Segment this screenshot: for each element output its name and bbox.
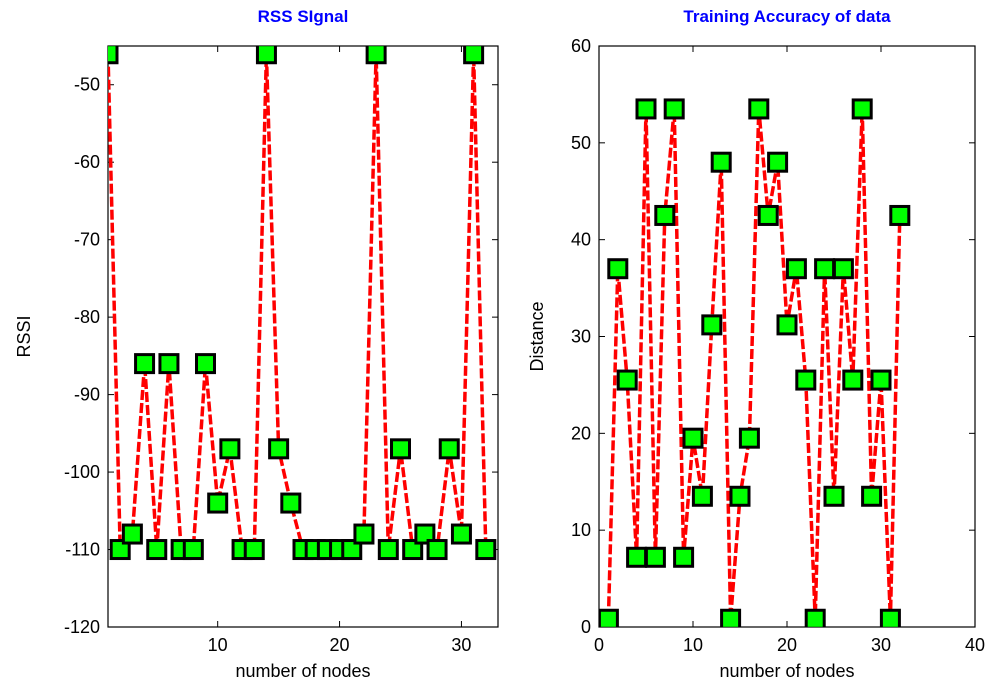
- y-axis-label: RSSI: [14, 315, 34, 357]
- data-point: [767, 151, 789, 173]
- chart-title: Training Accuracy of data: [683, 7, 891, 26]
- y-tick-label: -80: [74, 307, 100, 327]
- data-point: [243, 539, 265, 561]
- data-point: [616, 369, 638, 391]
- y-tick-label: 0: [581, 617, 591, 637]
- plot-area: [599, 98, 911, 627]
- data-point: [426, 539, 448, 561]
- data-point: [644, 546, 666, 568]
- data-point: [607, 258, 629, 280]
- data-point: [414, 523, 436, 545]
- y-tick-label: -100: [64, 462, 100, 482]
- data-point: [851, 98, 873, 120]
- x-tick-label: 30: [451, 635, 471, 655]
- data-point: [475, 539, 497, 561]
- data-point: [738, 427, 760, 449]
- data-point: [757, 204, 779, 226]
- data-point: [207, 492, 229, 514]
- data-point: [134, 353, 156, 375]
- axes-box: [107, 45, 499, 628]
- data-point: [280, 492, 302, 514]
- data-point: [823, 485, 845, 507]
- y-tick-label: -50: [74, 75, 100, 95]
- data-point: [785, 258, 807, 280]
- data-point: [109, 539, 131, 561]
- y-tick-label: 40: [571, 230, 591, 250]
- data-point: [121, 523, 143, 545]
- chart-title: RSS SIgnal: [258, 7, 349, 26]
- x-tick-label: 30: [871, 635, 891, 655]
- series-line: [606, 107, 902, 622]
- data-point: [463, 46, 485, 65]
- data-point: [599, 608, 619, 627]
- data-point: [654, 204, 676, 226]
- data-point: [861, 485, 883, 507]
- data-point: [673, 546, 695, 568]
- data-point: [390, 438, 411, 460]
- x-tick-label: 20: [777, 635, 797, 655]
- data-point: [804, 608, 826, 627]
- series-line: [108, 51, 488, 552]
- data-point: [195, 353, 216, 375]
- y-axis-label: Distance: [527, 301, 547, 371]
- data-point: [158, 353, 180, 375]
- data-point: [365, 46, 387, 65]
- data-point: [889, 204, 911, 226]
- data-point: [438, 438, 460, 460]
- data-point: [663, 98, 685, 120]
- y-tick-label: 60: [571, 36, 591, 56]
- data-point: [626, 546, 648, 568]
- y-tick-label: 50: [571, 133, 591, 153]
- data-point: [729, 485, 751, 507]
- data-point: [870, 369, 892, 391]
- data-point: [146, 539, 168, 561]
- x-tick-label: 0: [594, 635, 604, 655]
- y-tick-label: -60: [74, 152, 100, 172]
- data-point: [842, 369, 864, 391]
- data-point: [795, 369, 817, 391]
- y-tick-label: -110: [65, 540, 100, 560]
- data-point: [182, 539, 204, 561]
- y-tick-label: -90: [74, 385, 100, 405]
- x-tick-label: 20: [330, 635, 350, 655]
- x-axis-label: number of nodes: [719, 661, 854, 681]
- data-point: [720, 608, 742, 627]
- y-tick-label: 30: [571, 327, 591, 347]
- data-point: [710, 151, 732, 173]
- data-point: [268, 438, 290, 460]
- data-point: [814, 258, 836, 280]
- y-tick-label: -120: [64, 617, 100, 637]
- data-point: [832, 258, 854, 280]
- rss-signal-panel: -120 -110 -100 -90 -80 -70 -60 -50 10 20 30 RSS SIg…: [14, 7, 499, 681]
- data-point: [402, 539, 424, 561]
- plot-area: [108, 46, 497, 561]
- data-point: [691, 485, 713, 507]
- y-tick-label: 20: [571, 423, 591, 443]
- y-tick-label: 10: [571, 520, 591, 540]
- y-tick-label: -70: [74, 230, 100, 250]
- x-tick-label: 10: [208, 635, 228, 655]
- data-point: [255, 46, 277, 65]
- data-point: [701, 314, 723, 336]
- data-point: [108, 46, 119, 65]
- x-tick-label: 40: [965, 635, 985, 655]
- data-point: [377, 539, 399, 561]
- training-accuracy-panel: 0 10 20 30 40 50 60 0 10 20 30 40 Training Accuracy …: [527, 7, 985, 681]
- data-point: [450, 523, 472, 545]
- data-point: [341, 539, 363, 561]
- x-tick-label: 10: [683, 635, 703, 655]
- data-point: [879, 608, 901, 627]
- data-point: [353, 523, 375, 545]
- x-axis-label: number of nodes: [235, 661, 370, 681]
- data-point: [219, 438, 241, 460]
- data-point: [635, 98, 657, 120]
- data-point: [748, 98, 770, 120]
- data-point: [682, 427, 704, 449]
- data-point: [776, 314, 798, 336]
